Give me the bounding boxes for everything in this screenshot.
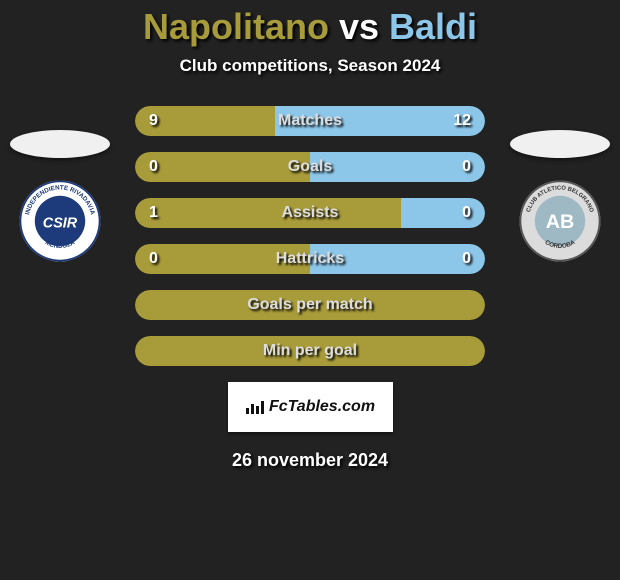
stat-row-goals-per-match: Goals per match	[135, 290, 485, 320]
stat-row-assists: 10Assists	[135, 198, 485, 228]
stat-row-hattricks: 00Hattricks	[135, 244, 485, 274]
watermark-text: FcTables.com	[269, 398, 375, 416]
stat-label: Goals per match	[135, 290, 485, 320]
crest-left-svg: INDEPENDIENTE RIVADAVIA MENDOZA CSIR	[15, 176, 105, 266]
player2-name: Baldi	[389, 6, 477, 47]
stat-row-goals: 00Goals	[135, 152, 485, 182]
left-team-column: INDEPENDIENTE RIVADAVIA MENDOZA CSIR	[10, 130, 110, 266]
comparison-canvas: Napolitano vs Baldi Club competitions, S…	[0, 0, 620, 580]
right-team-column: CLUB ATLETICO BELGRANO CORDOBA AB	[510, 130, 610, 266]
right-team-crest: CLUB ATLETICO BELGRANO CORDOBA AB	[515, 176, 605, 266]
stat-label: Matches	[135, 106, 485, 136]
stat-label: Min per goal	[135, 336, 485, 366]
left-team-crest: INDEPENDIENTE RIVADAVIA MENDOZA CSIR	[15, 176, 105, 266]
stat-row-matches: 912Matches	[135, 106, 485, 136]
chart-icon	[245, 399, 265, 415]
stat-label: Hattricks	[135, 244, 485, 274]
watermark: FcTables.com	[228, 382, 393, 432]
stat-label: Assists	[135, 198, 485, 228]
left-player-photo-placeholder	[10, 130, 110, 158]
stat-label: Goals	[135, 152, 485, 182]
svg-text:AB: AB	[546, 211, 575, 233]
subtitle: Club competitions, Season 2024	[0, 56, 620, 76]
date-label: 26 november 2024	[0, 450, 620, 471]
right-player-photo-placeholder	[510, 130, 610, 158]
svg-text:CSIR: CSIR	[43, 215, 78, 231]
crest-right-svg: CLUB ATLETICO BELGRANO CORDOBA AB	[515, 176, 605, 266]
page-title: Napolitano vs Baldi	[0, 0, 620, 48]
stat-row-min-per-goal: Min per goal	[135, 336, 485, 366]
player1-name: Napolitano	[143, 6, 329, 47]
vs-label: vs	[339, 6, 379, 47]
